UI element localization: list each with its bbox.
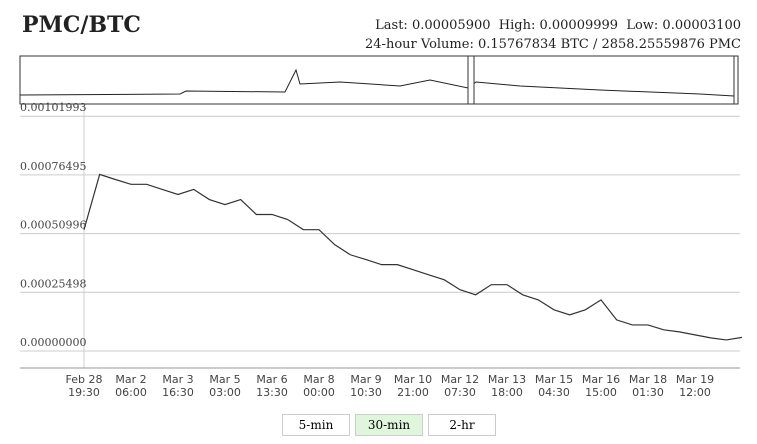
button[interactable]: 30-min bbox=[355, 414, 423, 436]
x-tick-label: Mar 16 15:00 bbox=[581, 373, 621, 399]
price-line bbox=[83, 173, 743, 341]
button[interactable]: 5-min bbox=[282, 414, 350, 436]
y-tick-label: 0.00101993 bbox=[20, 101, 86, 114]
volume: 24-hour Volume: 0.15767834 BTC / 2858.25… bbox=[365, 37, 741, 52]
button[interactable]: 2-hr bbox=[428, 414, 496, 436]
navigator-line bbox=[19, 68, 735, 97]
x-tick-label: Mar 12 07:30 bbox=[440, 373, 480, 399]
x-tick-label: Mar 10 21:00 bbox=[393, 373, 433, 399]
navigator-handle bbox=[733, 55, 739, 105]
x-tick-label: Mar 6 13:30 bbox=[256, 373, 288, 399]
stats: Last: 0.00005900 High: 0.00009999 Low: 0… bbox=[375, 18, 741, 33]
x-tick-label: Mar 13 18:00 bbox=[487, 373, 527, 399]
y-tick-label: 0.00025498 bbox=[20, 277, 86, 290]
x-tick-label: Mar 5 03:00 bbox=[209, 373, 241, 399]
y-tick-label: 0.00050996 bbox=[20, 219, 86, 232]
navigator-handle bbox=[467, 55, 475, 105]
x-tick-label: Mar 2 06:00 bbox=[115, 373, 147, 399]
title: PMC/BTC bbox=[22, 12, 141, 38]
x-tick-label: Mar 3 16:30 bbox=[162, 373, 194, 399]
navigator bbox=[19, 55, 739, 105]
y-tick-label: 0.00000000 bbox=[20, 336, 86, 349]
x-tick-label: Feb 28 19:30 bbox=[65, 373, 103, 399]
x-tick-label: Mar 9 10:30 bbox=[350, 373, 382, 399]
x-tick-label: Mar 18 01:30 bbox=[628, 373, 668, 399]
x-tick-label: Mar 19 12:00 bbox=[675, 373, 715, 399]
x-tick-label: Mar 15 04:30 bbox=[534, 373, 574, 399]
x-tick-label: Mar 8 00:00 bbox=[303, 373, 335, 399]
y-tick-label: 0.00076495 bbox=[20, 160, 86, 173]
